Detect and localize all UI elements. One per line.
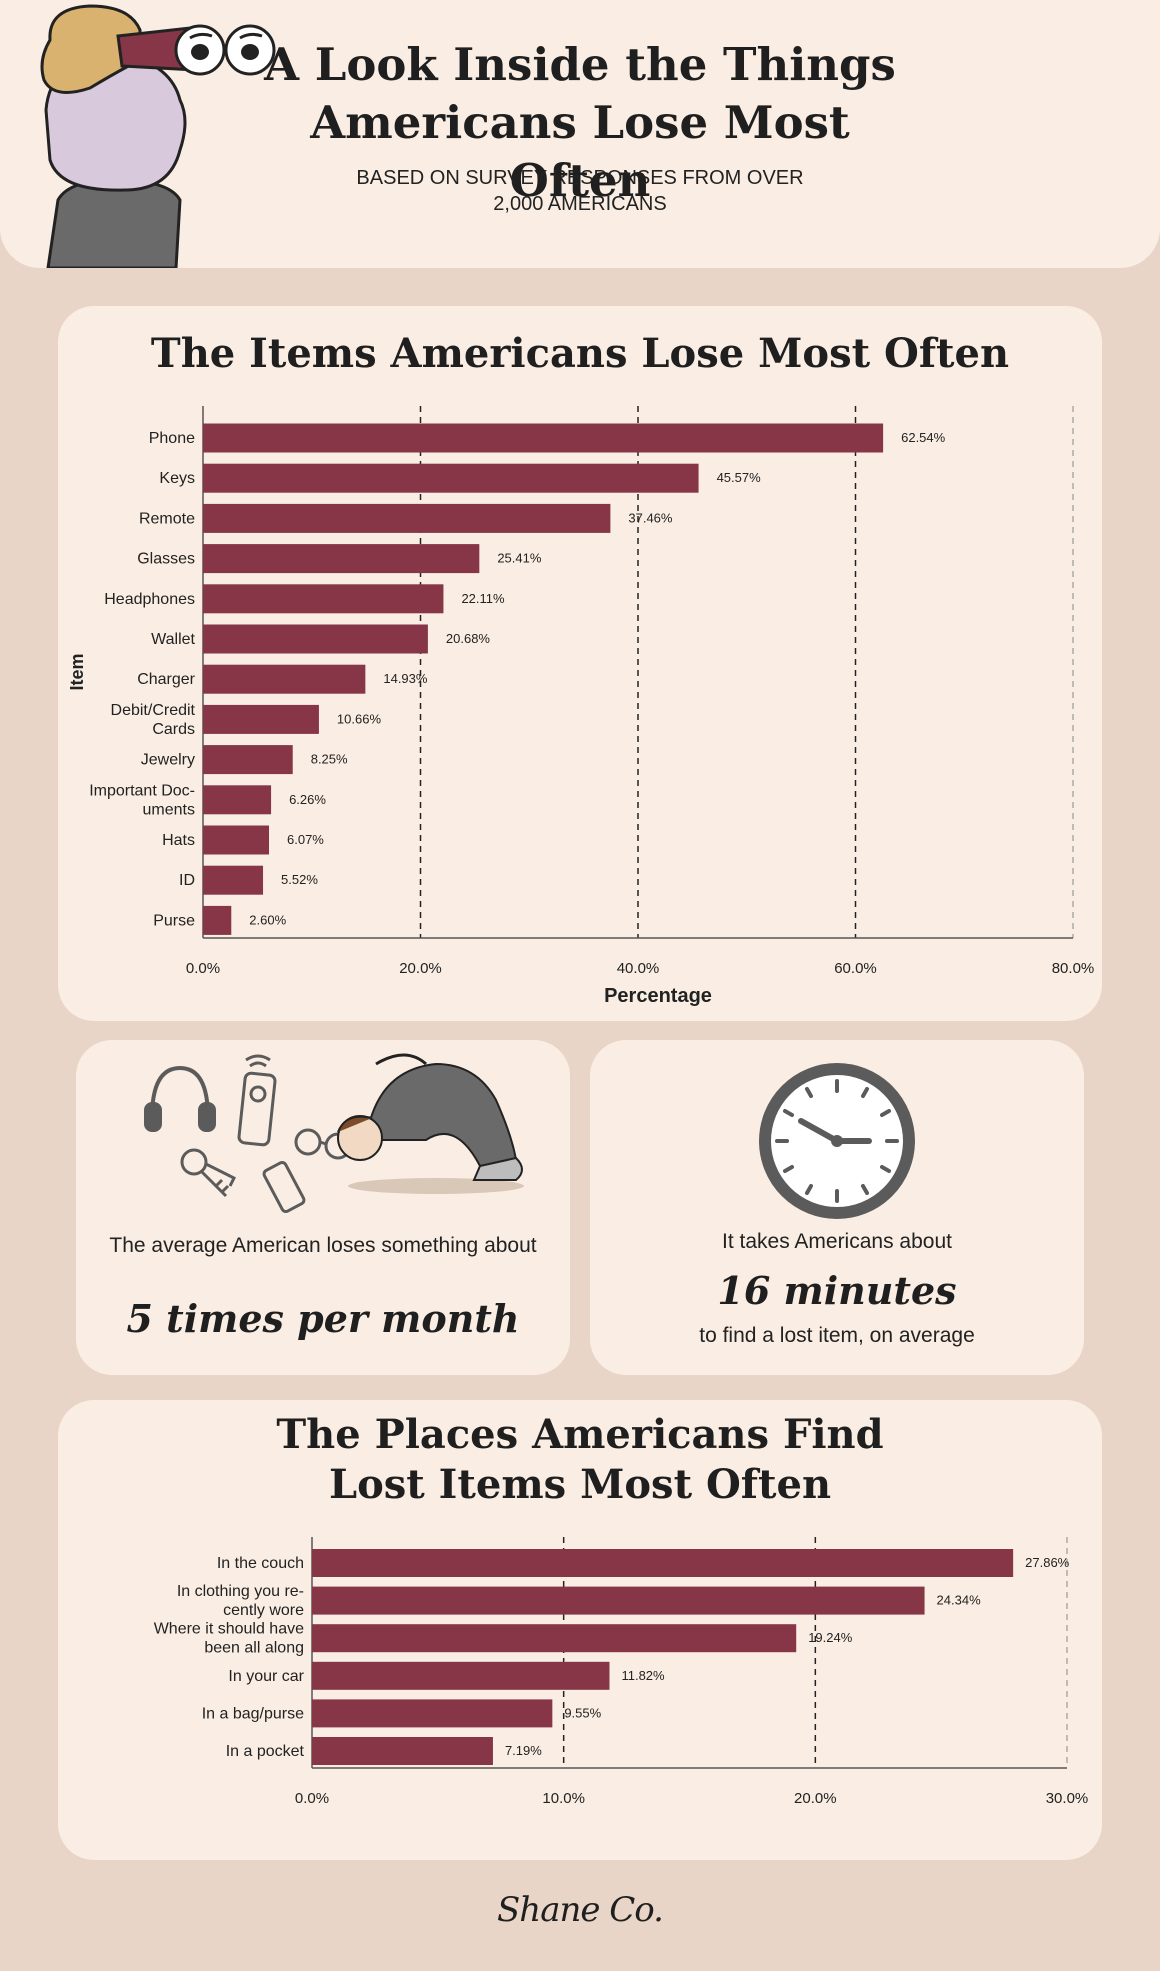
bar [203,584,444,614]
category-label: In a bag/purse [202,1705,304,1722]
x-tick-label: 0.0% [186,960,220,977]
value-label: 5.52% [281,872,318,887]
x-tick-label: 30.0% [1046,1790,1089,1807]
value-label: 2.60% [249,912,286,927]
page-title: A Look Inside the Things Americans Lose … [264,38,896,207]
value-label: 6.26% [289,792,326,807]
x-tick-label: 40.0% [617,960,660,977]
remote-icon [237,1054,277,1147]
category-label: In a pocket [226,1743,305,1760]
bar [203,624,428,654]
items-chart-card: The Items Americans Lose Most Often 62.5… [58,306,1102,1021]
value-label: 9.55% [564,1705,601,1720]
category-label: Hats [162,832,195,849]
value-label: 22.11% [461,591,505,606]
places-bar-chart: 27.86% In the couch 24.34% In clothing you … [154,1537,1089,1807]
value-label: 14.93% [383,671,428,686]
value-label: 11.82% [621,1668,665,1683]
bar [312,1661,610,1690]
value-label: 7.19% [505,1743,542,1758]
category-label: Where it should have [154,1621,304,1638]
frequency-value: 5 times per month [126,1296,520,1341]
value-label: 8.25% [311,752,348,767]
value-label: 10.66% [337,711,382,726]
category-label: Remote [139,510,195,527]
y-axis-label: Item [67,653,87,690]
time-text-before: It takes Americans about [722,1230,952,1253]
bar [203,544,480,574]
category-label: Wallet [151,631,195,648]
lost-items-illustration [144,1053,524,1214]
keys-icon [180,1148,237,1198]
frequency-stat-card: The average American loses something abo… [76,1040,570,1375]
bar [203,664,366,694]
header: A Look Inside the Things Americans Lose … [0,0,1160,268]
x-tick-label: 60.0% [834,960,877,977]
x-tick-label: 80.0% [1052,960,1095,977]
bar [312,1624,797,1653]
bar [203,704,319,734]
bar [312,1737,493,1765]
value-label: 24.34% [937,1593,982,1608]
category-label: In the couch [217,1555,304,1572]
value-label: 20.68% [446,631,491,646]
value-label: 45.57% [717,470,762,485]
time-value: 16 minutes [717,1268,957,1313]
bar [203,905,232,935]
category-label: Glasses [137,551,195,568]
items-bar-chart: 62.54% Phone 45.57% Keys 37.46% Remote 25.41% G… [67,406,1095,1007]
category-label: Debit/Credit [111,702,196,719]
category-label: cently wore [223,1602,304,1619]
category-label: Charger [137,671,195,688]
category-label: Important Doc- [89,782,195,799]
phone-icon [262,1160,306,1214]
value-label: 27.86% [1025,1555,1070,1570]
category-label: Jewelry [141,752,195,769]
category-label: In clothing you re- [177,1583,304,1600]
x-tick-label: 20.0% [794,1790,837,1807]
frequency-text: The average American loses something abo… [109,1234,537,1257]
bar [203,865,264,895]
places-chart-card: The Places Americans Find Lost Items Mos… [58,1400,1102,1860]
value-label: 6.07% [287,832,324,847]
value-label: 37.46% [628,510,673,525]
brand-logo: Shane Co. [497,1890,664,1930]
items-chart-title: The Items Americans Lose Most Often [150,330,1010,377]
bar [312,1549,1014,1577]
category-label: Headphones [104,591,195,608]
x-tick-label: 20.0% [399,960,442,977]
category-label: Phone [149,430,195,447]
category-label: been all along [204,1640,304,1657]
searching-person-illustration [337,1053,524,1194]
category-label: Purse [153,912,195,929]
headphones-icon [144,1065,216,1132]
page-subtitle: BASED ON SURVEY RESPONSES FROM OVER 2,00… [356,167,804,215]
category-label: uments [143,801,195,818]
x-tick-label: 10.0% [542,1790,585,1807]
bar [203,423,884,453]
bar [312,1699,553,1728]
x-tick-label: 0.0% [295,1790,329,1807]
category-label: ID [179,872,195,889]
value-label: 25.41% [497,551,542,566]
bar [312,1586,925,1615]
category-label: Cards [152,721,195,738]
bar [203,463,699,493]
time-text-after: to find a lost item, on average [699,1324,975,1347]
places-chart-title: The Places Americans Find Lost Items Mos… [276,1411,884,1508]
value-label: 62.54% [901,430,946,445]
time-stat-card: It takes Americans about 16 minutes to f… [590,1040,1084,1375]
bar [203,785,272,815]
value-label: 19.24% [808,1630,853,1645]
x-axis-label: Percentage [604,985,712,1007]
category-label: Keys [159,470,195,487]
clock-icon [759,1063,915,1219]
bar [203,745,293,775]
category-label: In your car [228,1668,304,1685]
bar [203,825,270,855]
binoculars-woman-illustration [40,4,276,268]
bar [203,503,611,533]
